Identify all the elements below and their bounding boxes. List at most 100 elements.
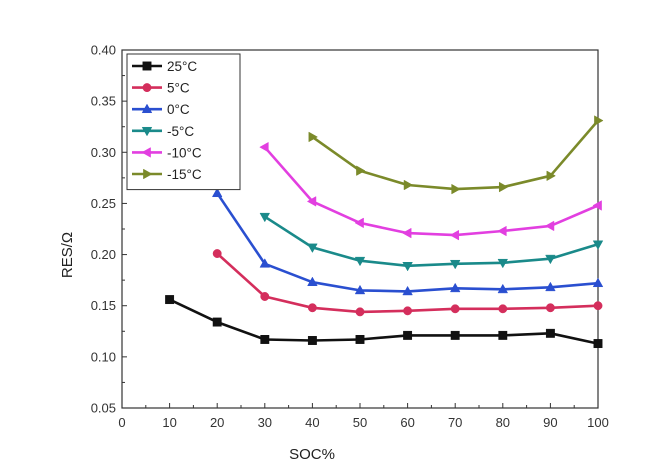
x-tick-label: 70 [448, 415, 462, 430]
data-point [545, 254, 556, 265]
legend-marker [142, 61, 152, 71]
data-point [497, 258, 509, 269]
data-point [259, 141, 269, 153]
legend-marker [143, 168, 153, 180]
data-point [498, 330, 508, 340]
data-point [592, 240, 604, 250]
y-axis-title: RES/Ω [59, 232, 76, 278]
legend-marker [141, 147, 151, 158]
data-point [165, 295, 175, 305]
series-layer [165, 115, 604, 349]
y-tick-label: 0.15 [91, 298, 116, 313]
data-point [354, 256, 366, 267]
legend-label: -15°C [167, 167, 202, 182]
data-point [450, 304, 460, 314]
legend-item: 25°C [132, 59, 197, 74]
x-tick-label: 50 [353, 415, 367, 430]
data-point [307, 243, 318, 253]
legend-label: -5°C [167, 124, 194, 139]
data-point [544, 220, 555, 232]
legend-item: -10°C [132, 145, 202, 160]
series-4 [259, 141, 602, 241]
x-tick-label: 0 [118, 415, 125, 430]
y-tick-label: 0.05 [91, 401, 116, 416]
data-point [308, 131, 318, 143]
legend-marker [142, 83, 152, 93]
data-point [355, 335, 365, 344]
data-point [450, 330, 460, 340]
data-point [212, 317, 222, 327]
data-point [355, 307, 365, 317]
legend-marker [141, 103, 153, 114]
y-tick-label: 0.40 [91, 43, 116, 58]
legend-box [126, 53, 241, 191]
y-tick-label: 0.25 [91, 196, 116, 211]
data-point [259, 212, 271, 223]
series-3 [259, 212, 604, 272]
data-point [260, 335, 270, 344]
data-point [211, 187, 223, 198]
data-point [449, 282, 461, 293]
data-point [449, 229, 460, 241]
series-0 [165, 295, 603, 349]
data-point [260, 292, 270, 301]
data-point [545, 281, 556, 292]
x-tick-label: 20 [210, 415, 224, 430]
data-point [307, 276, 318, 287]
series-2 [211, 187, 604, 296]
series-1 [212, 249, 603, 317]
x-tick-label: 60 [400, 415, 414, 430]
data-point [354, 284, 366, 295]
data-point [546, 170, 556, 182]
legend: 25°C 5°C 0°C -5°C -10°C -15°C [126, 53, 241, 191]
legend-label: -10°C [167, 145, 202, 160]
data-point [402, 227, 412, 239]
data-point [498, 304, 508, 314]
data-point [402, 262, 413, 272]
x-tick-label: 90 [543, 415, 557, 430]
data-point [498, 181, 509, 193]
data-point [497, 283, 509, 294]
series-line [311, 119, 599, 191]
data-point [592, 200, 602, 211]
legend-item: -5°C [132, 124, 194, 139]
data-point [451, 183, 461, 195]
y-axis-ticks: 0.05 0.10 0.15 0.20 0.25 0.30 0.35 0.40 [91, 43, 127, 416]
data-point [307, 336, 317, 345]
series-line [216, 192, 599, 293]
data-point [212, 249, 222, 258]
legend-marker [141, 126, 153, 137]
series-line [169, 298, 599, 345]
x-axis-ticks: 0 10 20 30 40 50 60 70 80 90 100 [118, 403, 609, 430]
legend-item: -15°C [132, 167, 202, 182]
y-tick-label: 0.20 [91, 247, 116, 262]
series-line [264, 215, 599, 268]
data-point [402, 285, 413, 296]
legend-label: 25°C [167, 59, 197, 74]
data-point [594, 115, 604, 126]
data-point [497, 225, 507, 237]
data-point [592, 277, 604, 288]
y-tick-label: 0.30 [91, 145, 116, 160]
data-point [354, 217, 364, 229]
legend-item: 5°C [132, 81, 190, 96]
data-point [403, 330, 413, 340]
data-point [403, 179, 414, 191]
x-tick-label: 40 [305, 415, 319, 430]
data-point [306, 196, 317, 207]
data-point [259, 258, 271, 268]
series-line [263, 146, 599, 237]
data-point [593, 339, 603, 349]
x-tick-label: 30 [258, 415, 272, 430]
y-tick-label: 0.35 [91, 94, 116, 109]
y-tick-label: 0.10 [91, 349, 116, 364]
data-point [593, 301, 603, 311]
data-point [307, 303, 317, 313]
data-point [356, 165, 366, 176]
x-axis-title: SOC% [289, 446, 335, 463]
data-point [545, 303, 555, 313]
x-tick-label: 80 [496, 415, 510, 430]
legend-label: 0°C [167, 102, 190, 117]
x-tick-label: 10 [162, 415, 176, 430]
